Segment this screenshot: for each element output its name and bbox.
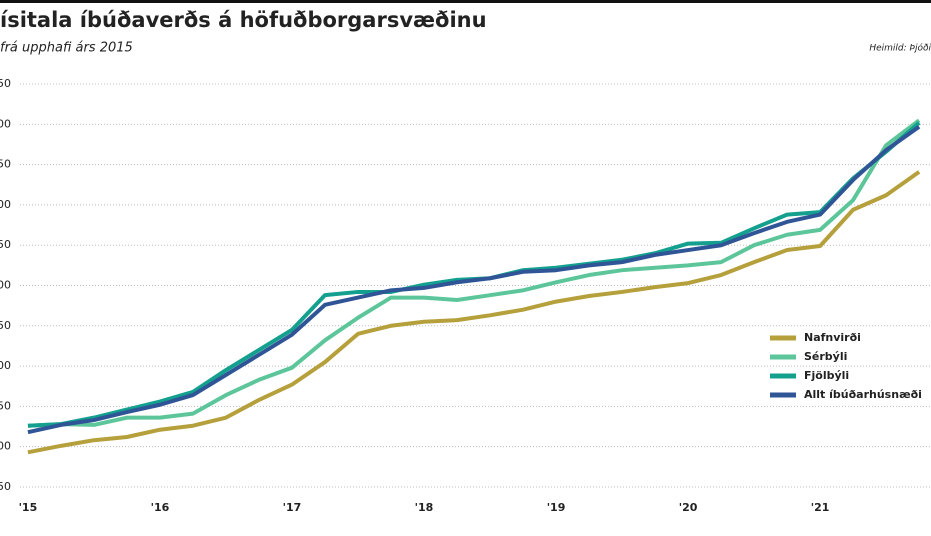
y-tick-label: 00	[0, 198, 11, 211]
y-tick-label: 50	[0, 480, 11, 493]
y-tick-label: 00	[0, 440, 11, 453]
legend-label: Fjölbýli	[804, 369, 849, 382]
y-tick-label: 50	[0, 238, 11, 251]
source: Heimild: Þjóði	[869, 43, 931, 54]
series-line	[27, 170, 921, 455]
x-tick-label: '17	[283, 501, 302, 514]
x-tick-label: '21	[811, 501, 830, 514]
legend-label: Allt íbúðarhúsnæði	[804, 388, 922, 401]
chart-subtitle: frá upphafi árs 2015	[0, 41, 133, 56]
y-tick-label: 00	[0, 279, 11, 292]
x-tick-label: '16	[151, 501, 170, 514]
y-tick-label: 50	[0, 319, 11, 332]
top-rule	[0, 0, 931, 3]
y-tick-label: 00	[0, 359, 11, 372]
legend-label: Nafnvirði	[804, 331, 861, 344]
x-tick-label: '20	[679, 501, 698, 514]
x-tick-label: '18	[415, 501, 434, 514]
x-tick-label: '19	[547, 501, 566, 514]
series-line	[27, 118, 921, 428]
legend-label: Sérbýli	[804, 350, 847, 363]
y-tick-label: 00	[0, 117, 11, 130]
x-tick-label: '15	[19, 501, 38, 514]
y-tick-label: 50	[0, 158, 11, 171]
series-line	[27, 125, 921, 435]
y-tick-label: 50	[0, 399, 11, 412]
y-tick-label: 50	[0, 77, 11, 90]
chart-title: ísitala íbúðaverðs á höfuðborgarsvæðinu	[0, 8, 487, 32]
series-line	[27, 121, 921, 428]
